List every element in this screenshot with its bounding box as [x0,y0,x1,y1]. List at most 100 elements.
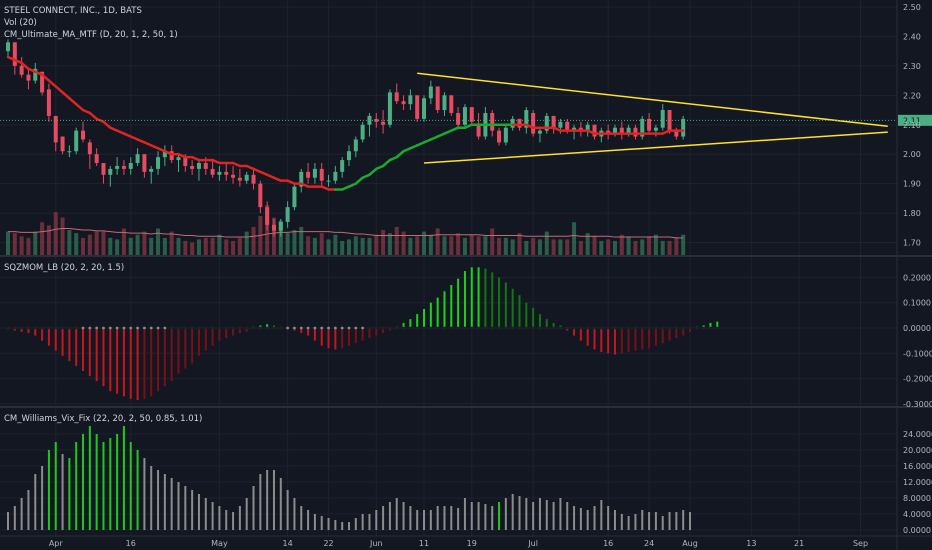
vix-bar [341,522,344,530]
volume-bar [394,226,399,255]
sqz-tick-label: -0.2000 [903,375,932,384]
sqz-dot [183,326,187,330]
sqz-dot [504,326,508,330]
vix-bar [477,502,480,530]
vix-bar [129,442,132,530]
vix-bar [232,512,235,530]
vix-bar [634,514,637,530]
volume-bar [674,237,679,255]
sqz-bar [661,328,664,344]
sqz-dot [661,326,665,330]
sqz-dot [272,326,276,330]
candle-body [394,92,399,102]
volume-bar [387,233,392,255]
candle-body [462,107,467,125]
sqz-dot [579,326,583,330]
vix-axis[interactable]: 24.0000 20.0000 16.0000 12.0000 8.0000 4.0000… [903,430,932,535]
candle-body [74,130,79,152]
vix-bar [204,498,207,530]
vix-bar [218,506,221,530]
volume-bar [210,237,215,255]
sqz-bar [593,328,596,350]
sqz-bar [54,328,57,351]
volume-bar [449,236,454,255]
sqz-dot [422,326,426,330]
sqz-tick-label: 0.0000 [903,324,931,333]
vix-bar [88,426,91,530]
candle-body [285,207,290,222]
sqz-dot [265,326,269,330]
volume-bar [592,236,597,255]
squeeze-axis[interactable]: 0.2000 0.1000 0.0000 -0.1000 -0.2000 -0.3000 [903,273,932,409]
sqz-bar [75,328,78,366]
vix-bar [600,500,603,530]
sqz-bar [184,328,187,369]
vix-bar [109,438,112,530]
candle-body [524,110,529,128]
sqz-bar [109,328,112,392]
vix-bar [259,474,262,530]
sqz-dot [702,326,706,330]
sqz-dot [122,326,126,330]
trendline [423,131,888,164]
vix-bar [648,512,651,530]
volume-bar [462,237,467,255]
volume-bar [278,220,283,255]
ma-segment [40,73,51,82]
time-tick-label: Jun [369,539,383,548]
sqz-dot [436,326,440,330]
candle-body [128,163,133,169]
candle-body [319,168,324,181]
sqz-bar [197,328,200,356]
triangle-trendlines [417,72,888,164]
ma-legend[interactable]: CM_Ultimate_MA_MTF (D, 20, 1, 2, 50, 1) [4,30,178,40]
candle-body [408,95,413,105]
price-tick-label: 2.20 [903,91,921,100]
vix-legend[interactable]: CM_Williams_Vix_Fix (22, 20, 2, 50, 0.85… [4,414,202,424]
sqz-bar [375,328,378,336]
volume-bar [401,231,406,255]
candle-body [87,142,92,155]
sqz-bar [116,328,119,394]
vix-bar [361,514,364,530]
volume-bar [169,231,174,255]
volume-bar [319,233,324,255]
volume-bar [599,240,604,255]
symbol-title[interactable]: STEEL CONNECT, INC., 1D, BATS [4,6,142,16]
candle-body [67,151,72,153]
vix-bar [348,522,350,530]
sqz-dot [224,326,228,330]
vix-bar [13,506,16,530]
sqz-bar [504,282,507,328]
vix-bar [313,514,316,530]
vix-bar [511,494,514,530]
sqz-bar [423,309,426,328]
vix-bar [498,502,501,530]
sqz-bar [95,328,98,382]
sqz-bar [607,328,610,354]
volume-bar [497,237,502,255]
sqz-dot [429,326,433,330]
time-tick-label: 21 [794,539,804,548]
sqz-dot [415,326,419,330]
vix-tick-label: 4.0000 [903,510,931,519]
sqz-dot [388,326,392,330]
candle-body [619,127,624,134]
volume-bar [510,239,515,255]
sqz-bar [129,328,132,399]
candle-body [176,157,181,161]
vix-bar [320,516,323,530]
time-axis[interactable]: Apr 16 May 14 22 Jun 11 19 Jul 16 24 Aug 13 21 Sep [49,539,868,548]
sqz-dot [477,326,480,330]
candle-body [435,86,440,111]
sqz-dot [620,326,624,330]
sqz-dot [245,326,249,330]
candle-body [353,139,358,152]
sqz-dot [681,326,685,330]
sqz-legend[interactable]: SQZMOM_LB (20, 2, 20, 1.5) [4,263,124,273]
price-axis[interactable]: 2.50 2.40 2.30 2.20 2.10 2.00 1.90 1.80 1.70 [903,3,921,248]
volume-legend[interactable]: Vol (20) [4,18,37,28]
candle-body [333,171,338,181]
sqz-bar [266,324,269,328]
sqz-bar [627,328,630,353]
